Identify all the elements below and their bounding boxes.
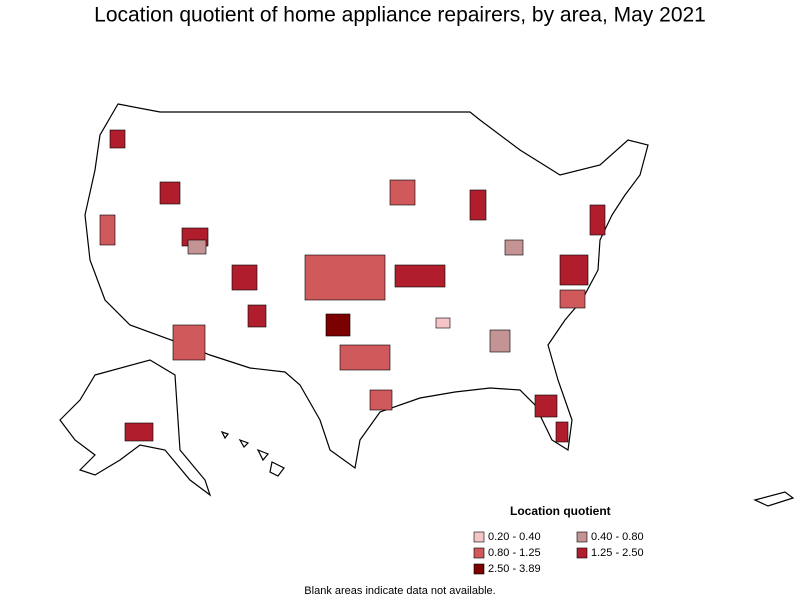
area (339, 344, 391, 371)
area (559, 254, 589, 286)
legend-swatch (473, 563, 485, 575)
area (109, 129, 126, 149)
area (99, 214, 116, 246)
area (389, 179, 416, 206)
area (394, 264, 446, 288)
legend-label: 0.20 - 0.40 (488, 531, 541, 543)
legend-label: 0.80 - 1.25 (488, 547, 541, 559)
area (589, 204, 606, 236)
legend-swatch (576, 531, 588, 543)
area (559, 289, 586, 309)
note: Blank areas indicate data not available. (304, 585, 495, 597)
map-shapes (59, 103, 795, 507)
legend-label: 0.40 - 0.80 (591, 531, 644, 543)
legend: 0.20 - 0.40 0.40 - 0.80 0.80 - 1.25 1.25 - … (473, 531, 644, 575)
area (555, 421, 569, 443)
legend-swatch (473, 531, 485, 543)
area (247, 304, 267, 328)
area (159, 181, 181, 205)
legend-swatch (473, 547, 485, 559)
legend-swatch (576, 547, 588, 559)
area (369, 389, 393, 411)
area (231, 264, 258, 291)
title: Location quotient of home appliance repa… (94, 4, 706, 27)
area (304, 254, 386, 301)
legend-label: 1.25 - 2.50 (591, 547, 644, 559)
legend-label: 2.50 - 3.89 (488, 563, 541, 575)
area (124, 422, 154, 442)
puerto-rico (753, 491, 795, 507)
area (489, 329, 511, 353)
area (469, 189, 487, 221)
area (435, 317, 451, 329)
hawaii (220, 430, 285, 477)
area (534, 394, 558, 418)
area (325, 313, 351, 337)
area (172, 324, 206, 361)
area (504, 239, 524, 256)
legend-title: Location quotient (510, 504, 611, 518)
area (187, 239, 207, 255)
